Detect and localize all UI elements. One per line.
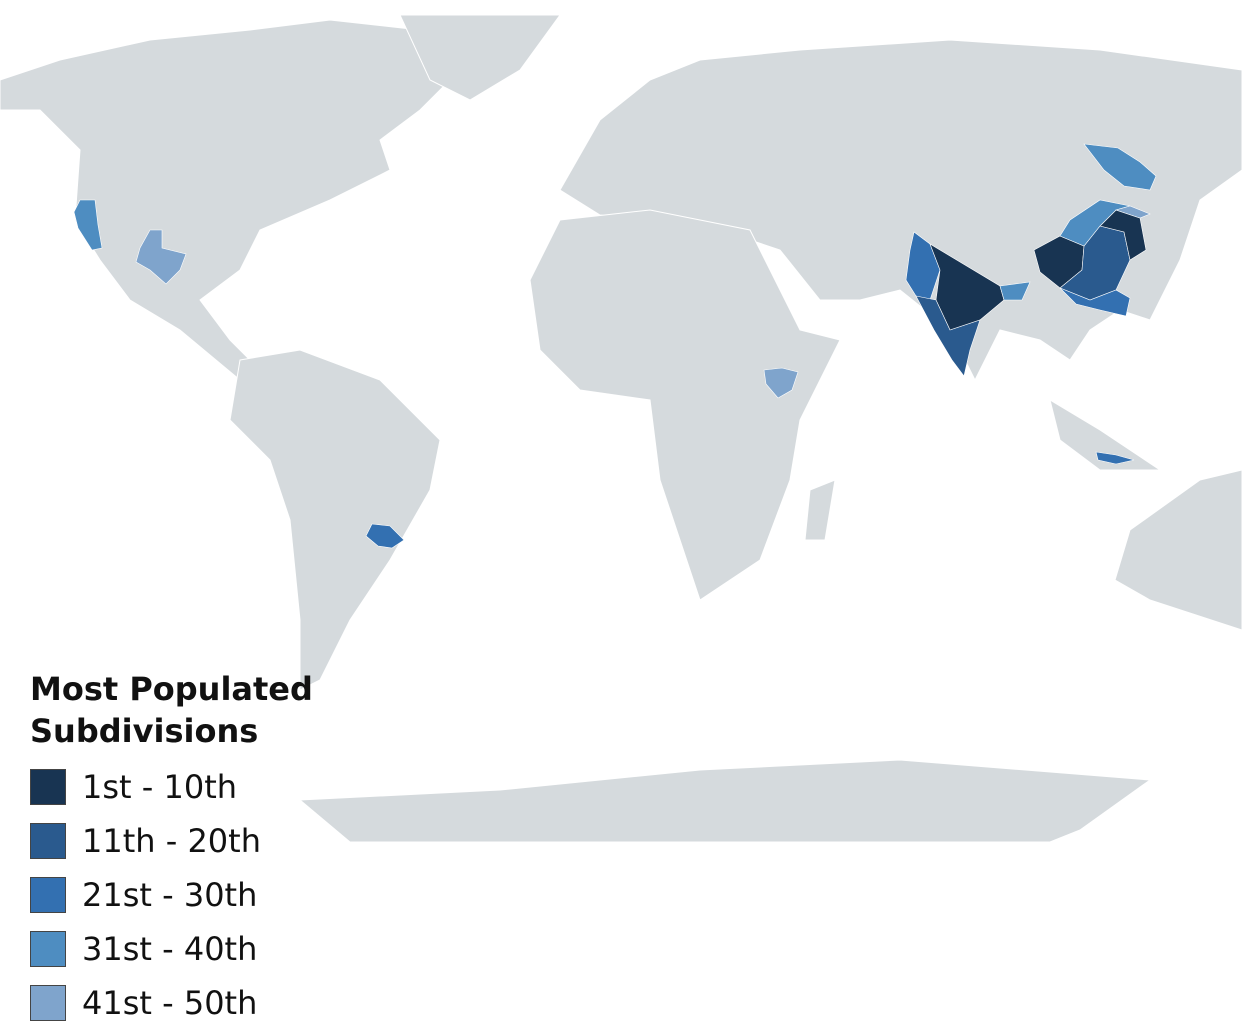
legend-label: 31st - 40th <box>82 930 258 968</box>
california <box>73 199 103 251</box>
legend-title: Most Populated Subdivisions <box>30 670 313 750</box>
africa <box>529 209 841 601</box>
legend-label: 41st - 50th <box>82 984 258 1022</box>
china-south <box>1059 287 1131 317</box>
antarctica <box>298 759 1152 843</box>
south-america <box>229 349 441 691</box>
australia <box>1114 469 1242 631</box>
legend-items: 1st - 10th 11th - 20th 21st - 30th 31st - 4… <box>30 760 330 1030</box>
legend-item: 31st - 40th <box>30 922 330 976</box>
sao-paulo <box>365 523 405 549</box>
ethiopia <box>763 367 799 399</box>
legend-item: 21st - 30th <box>30 868 330 922</box>
legend-swatch <box>30 823 66 859</box>
china-north <box>1059 199 1131 247</box>
india-east <box>999 281 1031 301</box>
legend-item: 41st - 50th <box>30 976 330 1030</box>
texas <box>135 229 187 285</box>
greenland <box>399 14 561 101</box>
legend-swatch <box>30 931 66 967</box>
legend-label: 21st - 30th <box>82 876 258 914</box>
madagascar <box>804 479 836 541</box>
legend: Most Populated Subdivisions 1st - 10th 11… <box>30 668 330 1030</box>
legend-label: 11th - 20th <box>82 822 261 860</box>
legend-label: 1st - 10th <box>82 768 238 806</box>
landmasses <box>0 14 1242 843</box>
legend-swatch <box>30 769 66 805</box>
legend-item: 11th - 20th <box>30 814 330 868</box>
java <box>1095 451 1135 465</box>
heilongjiang <box>1083 143 1157 191</box>
legend-item: 1st - 10th <box>30 760 330 814</box>
legend-swatch <box>30 985 66 1021</box>
indonesia <box>1049 398 1162 471</box>
india-south <box>915 295 981 377</box>
legend-swatch <box>30 877 66 913</box>
north-america <box>0 19 471 381</box>
china-northeast <box>1114 205 1151 219</box>
subdivisions <box>73 143 1157 549</box>
